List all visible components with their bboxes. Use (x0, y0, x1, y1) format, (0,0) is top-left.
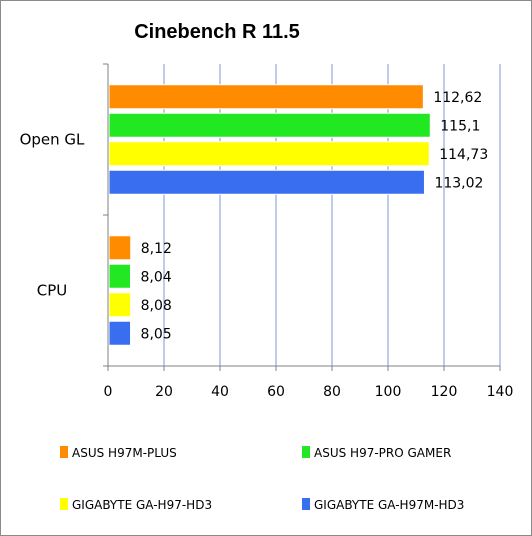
legend: ASUS H97M-PLUS ASUS H97-PRO GAMER GIGABYTE… (60, 446, 464, 512)
legend-swatch (302, 446, 310, 458)
legend-label: GIGABYTE GA-H97M-HD3 (314, 498, 464, 512)
data-label: 115,1 (440, 118, 480, 134)
x-tick-label: 100 (375, 384, 402, 400)
data-label: 8,05 (141, 326, 172, 342)
bar (108, 84, 424, 110)
data-label: 8,08 (141, 298, 172, 314)
category-label: Open GL (20, 131, 85, 149)
legend-label: GIGABYTE GA-H97-HD3 (72, 498, 212, 512)
x-axis: 0 20 40 60 80 100 120 140 Open GL CPU (20, 63, 514, 400)
bar (108, 263, 132, 289)
data-label: 113,02 (434, 175, 483, 191)
gridlines (163, 64, 501, 366)
x-tick-label: 20 (155, 384, 173, 400)
data-label: 8,04 (141, 269, 172, 285)
bar (108, 320, 132, 346)
x-tick-label: 80 (323, 384, 341, 400)
legend-swatch (60, 498, 68, 510)
data-label: 8,12 (141, 241, 172, 257)
category-label: CPU (37, 282, 68, 300)
bar (108, 141, 430, 167)
x-tick-label: 40 (211, 384, 229, 400)
x-tick-label: 120 (431, 384, 458, 400)
x-tick-label: 60 (267, 384, 285, 400)
data-label: 112,62 (433, 90, 482, 106)
bar (108, 169, 425, 195)
chart-title: Cinebench R 11.5 (134, 21, 300, 43)
x-tick-label: 0 (104, 384, 113, 400)
bar (108, 292, 132, 318)
legend-swatch (60, 446, 68, 458)
bar (108, 235, 132, 261)
legend-swatch (302, 498, 310, 510)
x-tick-label: 140 (487, 384, 514, 400)
legend-label: ASUS H97-PRO GAMER (314, 446, 451, 460)
bar (108, 112, 431, 138)
legend-label: ASUS H97M-PLUS (72, 446, 177, 460)
data-label: 114,73 (439, 147, 488, 163)
bars: 112,62 115,1 114,73 113,02 8,12 8,04 8,08 8,05 (108, 84, 488, 346)
